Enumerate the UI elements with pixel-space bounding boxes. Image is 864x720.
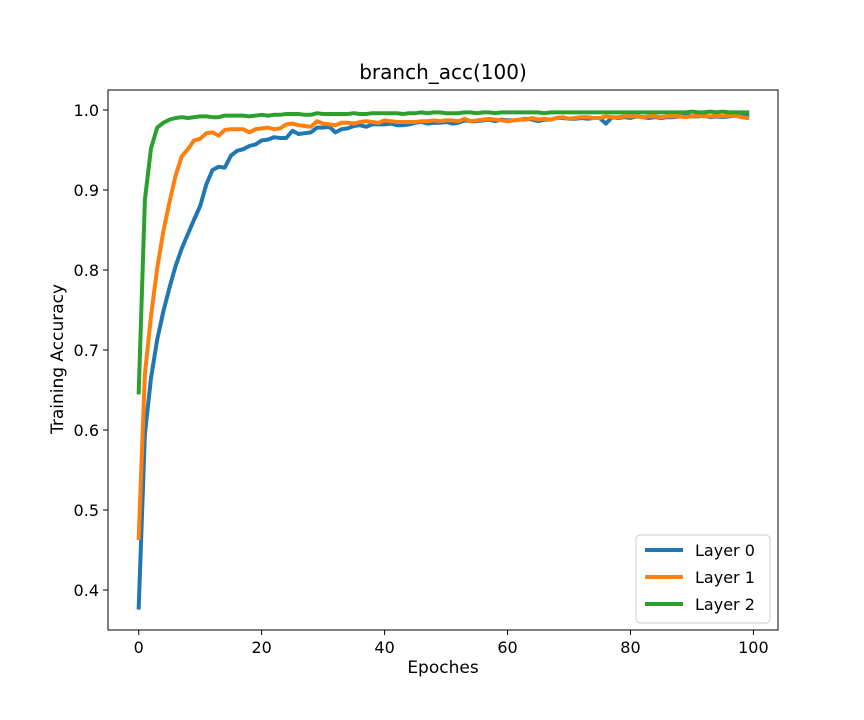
x-tick-label: 80 [620,638,640,657]
y-tick-label: 0.4 [74,581,99,600]
x-axis-ticks: 0 20 40 60 80 100 [134,630,769,657]
y-axis-label: Training Accuracy [48,284,68,435]
plot-area [107,89,779,631]
x-tick-label: 20 [251,638,271,657]
series-line-layer-2 [136,109,750,395]
chart-title: branch_acc(100) [359,60,527,84]
legend-label-layer-0: Layer 0 [695,541,755,560]
x-tick-label: 0 [134,638,144,657]
x-tick-label: 40 [374,638,394,657]
y-tick-label: 0.6 [74,421,99,440]
y-tick-label: 0.8 [74,261,99,280]
x-axis-label: Epoches [407,658,479,678]
axes-frame [107,89,779,631]
y-axis-ticks: 0.4 0.5 0.6 0.7 0.8 0.9 1.0 [74,101,108,600]
legend: Layer 0 Layer 1 Layer 2 [635,534,771,624]
y-tick-label: 0.9 [74,181,99,200]
y-tick-label: 0.7 [74,341,99,360]
legend-label-layer-2: Layer 2 [695,595,755,614]
series-line-layer-1 [136,113,750,541]
x-tick-label: 60 [497,638,517,657]
legend-label-layer-1: Layer 1 [695,568,755,587]
y-tick-label: 1.0 [74,101,99,120]
legend-frame [635,534,771,624]
y-tick-label: 0.5 [74,501,99,520]
series-layer [136,109,750,610]
x-tick-label: 100 [738,638,769,657]
